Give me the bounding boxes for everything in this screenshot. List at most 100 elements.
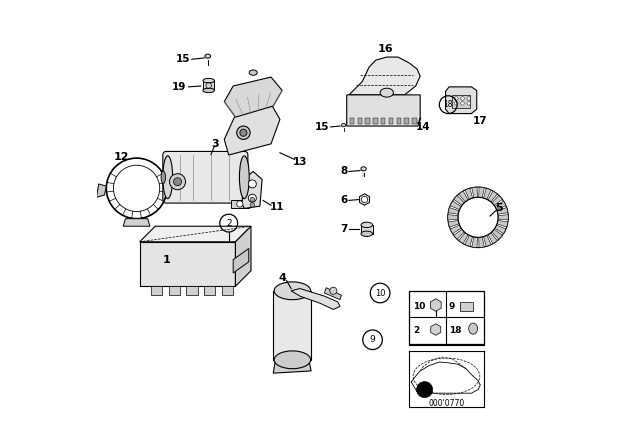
Circle shape [173, 178, 182, 186]
Polygon shape [448, 215, 458, 220]
Circle shape [454, 102, 458, 105]
Text: 19: 19 [172, 82, 186, 92]
Polygon shape [349, 57, 420, 95]
Circle shape [467, 102, 470, 105]
Polygon shape [465, 188, 472, 199]
Bar [350, 118, 355, 124]
FancyBboxPatch shape [163, 151, 248, 203]
Polygon shape [291, 289, 340, 310]
Bar [203, 81, 214, 90]
Ellipse shape [249, 70, 257, 75]
Polygon shape [233, 249, 249, 273]
Polygon shape [273, 360, 311, 373]
Polygon shape [472, 187, 477, 198]
Ellipse shape [274, 351, 310, 369]
Text: 18: 18 [444, 100, 453, 109]
Text: 14: 14 [416, 122, 431, 132]
Polygon shape [151, 286, 162, 295]
Ellipse shape [239, 156, 249, 198]
Polygon shape [459, 233, 468, 244]
Text: 6: 6 [340, 195, 348, 205]
Circle shape [250, 197, 255, 202]
Text: 1: 1 [163, 254, 170, 265]
Polygon shape [454, 229, 464, 239]
Polygon shape [450, 201, 461, 210]
Circle shape [237, 201, 243, 207]
Bar [381, 118, 385, 124]
Polygon shape [497, 220, 508, 227]
Polygon shape [465, 235, 472, 246]
Ellipse shape [240, 129, 247, 136]
Circle shape [454, 97, 458, 100]
Polygon shape [236, 226, 251, 286]
Polygon shape [445, 87, 477, 114]
Bar [273, 291, 311, 360]
Bar [412, 118, 417, 124]
Ellipse shape [361, 167, 366, 171]
Bar [388, 118, 393, 124]
Polygon shape [488, 191, 497, 202]
Polygon shape [140, 226, 251, 242]
Circle shape [250, 202, 255, 207]
Polygon shape [483, 188, 492, 199]
Polygon shape [224, 104, 280, 155]
Ellipse shape [203, 78, 214, 83]
Polygon shape [495, 201, 506, 210]
Polygon shape [431, 324, 441, 335]
Ellipse shape [341, 124, 346, 127]
Bar [404, 118, 409, 124]
Polygon shape [204, 286, 216, 295]
Bar [397, 118, 401, 124]
Polygon shape [97, 184, 106, 197]
Text: 15: 15 [314, 122, 329, 132]
Text: 13: 13 [292, 157, 307, 167]
Polygon shape [224, 77, 282, 117]
Polygon shape [242, 172, 262, 208]
Polygon shape [430, 299, 441, 311]
Text: 9: 9 [370, 335, 376, 344]
Text: 17: 17 [473, 116, 488, 126]
Circle shape [248, 180, 257, 188]
Text: 16: 16 [378, 44, 394, 55]
Circle shape [461, 102, 464, 105]
Polygon shape [492, 195, 502, 205]
Ellipse shape [361, 222, 372, 228]
Polygon shape [483, 235, 492, 246]
Polygon shape [222, 286, 233, 295]
Polygon shape [448, 207, 459, 214]
Ellipse shape [161, 171, 166, 184]
Bar [361, 225, 372, 234]
Ellipse shape [163, 156, 173, 198]
Circle shape [417, 382, 433, 398]
Polygon shape [324, 288, 341, 300]
Text: 000'0770: 000'0770 [428, 399, 465, 408]
Text: 9: 9 [449, 302, 455, 311]
Polygon shape [479, 187, 484, 198]
Ellipse shape [237, 126, 250, 139]
Polygon shape [498, 215, 508, 220]
Ellipse shape [380, 88, 394, 97]
Bar [358, 118, 362, 124]
Ellipse shape [203, 88, 214, 93]
Bar [373, 118, 378, 124]
Polygon shape [488, 233, 497, 244]
Bar [452, 95, 470, 108]
Circle shape [248, 194, 257, 202]
Text: 7: 7 [340, 224, 348, 234]
Ellipse shape [205, 54, 211, 58]
Text: 4: 4 [278, 273, 286, 283]
Polygon shape [168, 286, 180, 295]
Polygon shape [231, 199, 249, 208]
Polygon shape [450, 225, 461, 234]
Text: 3: 3 [212, 139, 219, 149]
Text: 15: 15 [175, 54, 190, 64]
Text: 2: 2 [226, 219, 232, 228]
Circle shape [467, 97, 470, 100]
Polygon shape [495, 225, 506, 234]
Text: 12: 12 [114, 152, 130, 162]
Bar [409, 291, 484, 344]
Text: 5: 5 [495, 203, 503, 213]
Polygon shape [124, 219, 150, 226]
Polygon shape [360, 194, 369, 205]
Text: 11: 11 [269, 202, 284, 212]
